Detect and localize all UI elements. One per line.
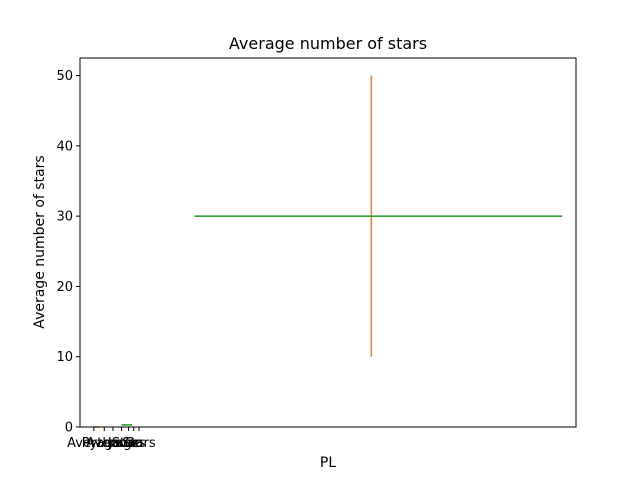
y-axis-label: Average number of stars [32,155,48,328]
x-tick-label: Stars [112,436,146,451]
y-axis-ticks: 0 10 20 30 40 50 [56,69,80,436]
axes-frame [79,57,577,428]
x-tick-label: Go [125,436,143,451]
x-tick-label: Stars [122,436,156,451]
y-tick-label: 10 [56,350,73,365]
y-tick-label: 20 [56,280,73,295]
y-tick-label: 50 [56,69,73,84]
y-tick-label: 40 [56,139,73,154]
y-tick-label: 0 [65,421,73,436]
chart-title: Average number of stars [229,34,427,53]
x-tick-label: Java [107,436,135,451]
x-axis-label: PL [320,455,336,471]
x-tick-label: Python [82,436,127,451]
x-tick-label: Average [86,436,139,451]
x-tick-label: Average [67,436,120,451]
y-tick-label: 30 [56,210,73,225]
